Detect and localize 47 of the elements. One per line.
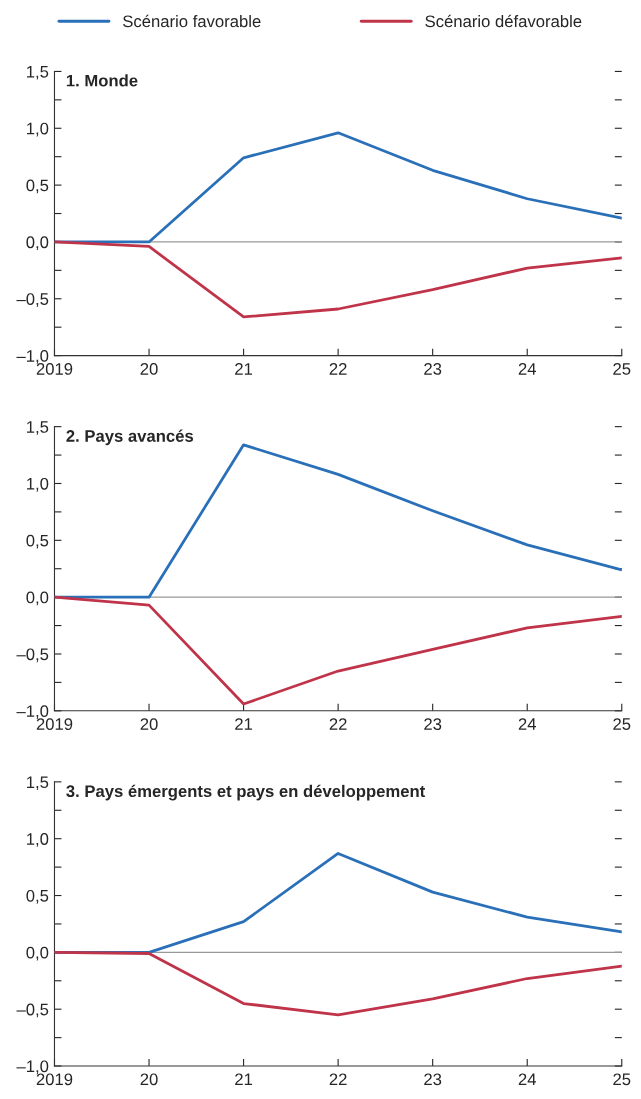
legend-label: Scénario défavorable [425, 14, 582, 28]
x-tick-label: 24 [518, 1073, 536, 1086]
x-tick-label: 21 [235, 362, 253, 375]
x-tick-label: 2019 [36, 1073, 73, 1086]
chart-title: 2. Pays avancés [66, 429, 194, 446]
chart-title: 1. Monde [66, 74, 138, 87]
y-tick-label: 1,5 [27, 776, 49, 791]
y-tick-label: –1,0 [16, 705, 49, 719]
x-tick-label: 23 [424, 718, 442, 730]
chart-title: 3. Pays émergents et pays en développement [66, 784, 426, 801]
y-tick-label: –0,5 [16, 648, 49, 663]
x-tick-label: 22 [329, 362, 347, 375]
x-tick-label: 22 [329, 718, 347, 730]
x-tick-label: 23 [424, 362, 442, 375]
y-tick-label: 0,0 [26, 946, 49, 961]
y-tick-label: 0,5 [26, 179, 49, 194]
x-tick-label: 20 [140, 362, 158, 375]
y-tick-label: 1,5 [27, 66, 49, 80]
y-tick-label: 1,5 [27, 421, 49, 435]
legend-label: Scénario favorable [123, 14, 261, 28]
line-series [54, 950, 622, 1017]
x-tick-label: 24 [518, 362, 536, 375]
y-tick-label: –1,0 [16, 350, 49, 364]
line-series [54, 595, 622, 706]
y-tick-label: –0,5 [16, 293, 49, 307]
line-series [54, 240, 622, 319]
x-tick-label: 23 [424, 1073, 442, 1086]
x-tick-label: 2019 [36, 718, 73, 730]
y-tick-label: 1,0 [27, 833, 49, 847]
y-tick-label: 1,0 [27, 122, 49, 137]
x-tick-label: 20 [140, 718, 158, 730]
x-tick-label: 20 [140, 1073, 158, 1086]
x-tick-label: 24 [518, 718, 536, 730]
x-tick-label: 21 [235, 1073, 253, 1086]
x-tick-label: 25 [613, 1073, 631, 1086]
y-tick-label: –1,0 [16, 1060, 49, 1075]
y-tick-label: 0,5 [26, 534, 49, 549]
x-tick-label: 22 [329, 1073, 347, 1086]
y-tick-label: –0,5 [16, 1003, 49, 1018]
y-tick-label: 0,5 [26, 889, 49, 904]
y-tick-label: 1,0 [27, 477, 49, 492]
x-tick-label: 2019 [36, 362, 73, 375]
y-tick-label: 0,0 [26, 591, 49, 606]
y-tick-label: 0,0 [26, 236, 49, 251]
x-tick-label: 25 [613, 362, 631, 375]
x-tick-label: 21 [235, 718, 253, 730]
x-tick-label: 25 [613, 718, 631, 730]
